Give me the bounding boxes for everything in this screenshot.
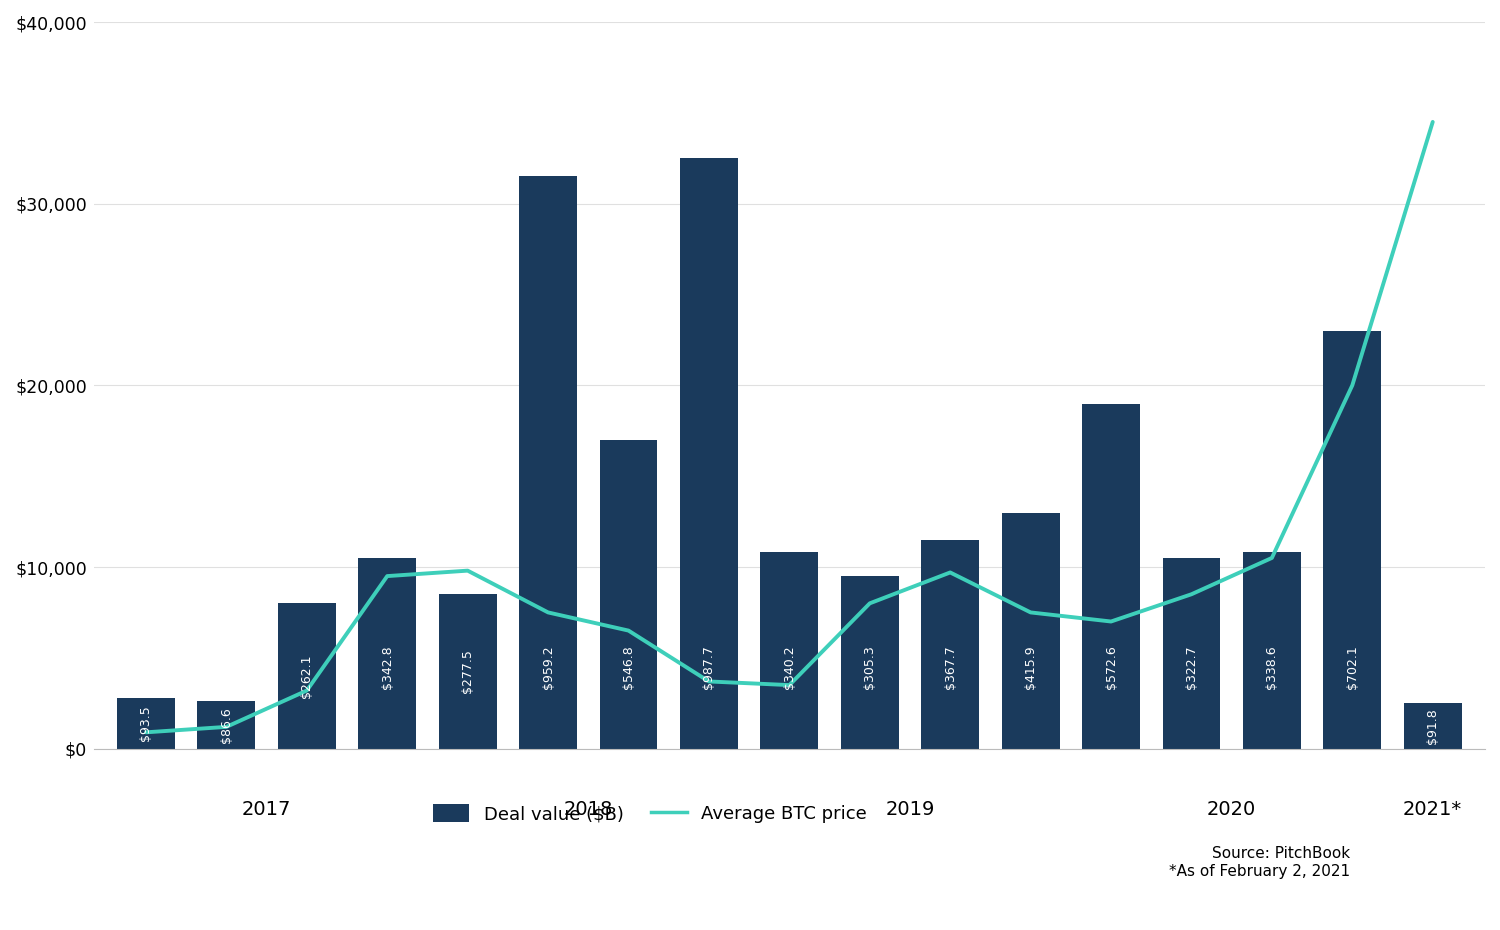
Bar <box>1162 558 1221 749</box>
Text: $959.2: $959.2 <box>542 645 555 689</box>
Text: $340.2: $340.2 <box>783 645 796 689</box>
Text: 2020: 2020 <box>1208 800 1257 818</box>
Bar <box>117 698 176 749</box>
Text: $987.7: $987.7 <box>702 645 715 689</box>
Text: $342.8: $342.8 <box>381 645 393 689</box>
Text: $702.1: $702.1 <box>1346 645 1359 689</box>
Text: $546.8: $546.8 <box>622 645 634 689</box>
Bar <box>438 594 497 749</box>
Bar <box>198 701 255 749</box>
Bar <box>358 558 416 749</box>
Text: 2019: 2019 <box>885 800 934 818</box>
Text: $367.7: $367.7 <box>944 645 957 689</box>
Text: $305.3: $305.3 <box>864 645 876 689</box>
Legend: Deal value ($B), Average BTC price: Deal value ($B), Average BTC price <box>433 804 867 823</box>
Bar <box>921 539 980 749</box>
Bar <box>842 576 898 749</box>
Text: 2021*: 2021* <box>1402 800 1462 818</box>
Text: 2017: 2017 <box>242 800 291 818</box>
Bar <box>1002 512 1059 749</box>
Text: $338.6: $338.6 <box>1266 645 1278 689</box>
Text: $415.9: $415.9 <box>1024 645 1036 689</box>
Bar <box>760 552 819 749</box>
Text: $322.7: $322.7 <box>1185 645 1198 689</box>
Bar <box>1082 404 1140 749</box>
Bar <box>519 177 578 749</box>
Bar <box>278 604 336 749</box>
Bar <box>1244 552 1300 749</box>
Text: $93.5: $93.5 <box>140 705 153 741</box>
Text: 2018: 2018 <box>564 800 614 818</box>
Text: $572.6: $572.6 <box>1104 645 1118 689</box>
Bar <box>600 440 657 749</box>
Bar <box>1404 703 1461 749</box>
Text: $91.8: $91.8 <box>1426 708 1438 744</box>
Text: $86.6: $86.6 <box>220 707 232 743</box>
Bar <box>680 158 738 749</box>
Text: $277.5: $277.5 <box>460 649 474 694</box>
Text: Source: PitchBook
*As of February 2, 2021: Source: PitchBook *As of February 2, 202… <box>1168 846 1350 879</box>
Bar <box>1323 331 1382 749</box>
Text: $262.1: $262.1 <box>300 655 313 698</box>
